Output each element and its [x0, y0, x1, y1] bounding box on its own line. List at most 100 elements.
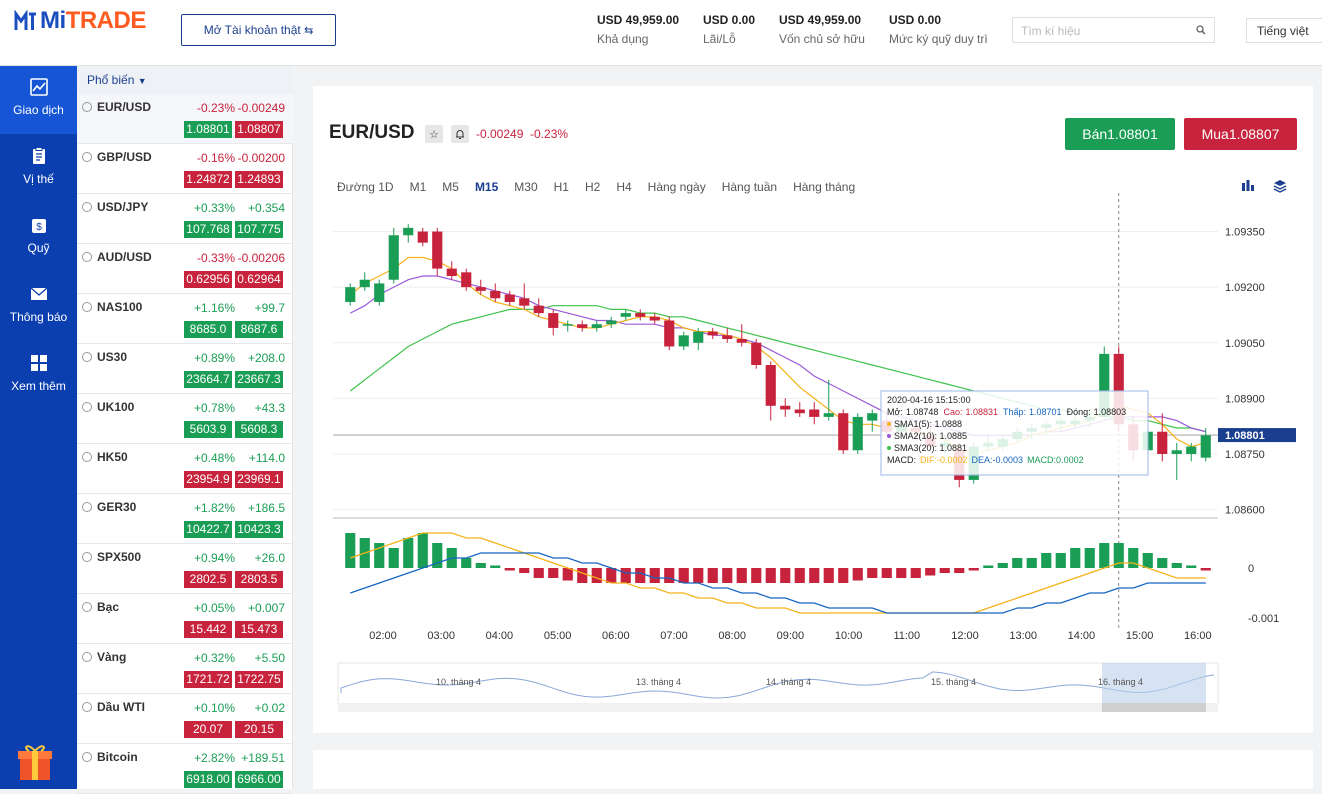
- select-radio[interactable]: [82, 352, 92, 362]
- buy-price[interactable]: 107.775: [235, 221, 283, 238]
- tooltip-time: 2020-04-16 15:15:00: [887, 395, 971, 405]
- timeframe-tab[interactable]: H2: [584, 180, 601, 194]
- select-radio[interactable]: [82, 102, 92, 112]
- buy-price[interactable]: 6966.00: [235, 771, 283, 788]
- select-radio[interactable]: [82, 602, 92, 612]
- tab-popular[interactable]: Phổ biến ▼: [77, 66, 293, 94]
- nav-positions[interactable]: Vị thế: [0, 135, 77, 203]
- sell-price[interactable]: 1.24872: [184, 171, 232, 188]
- navigator-date-label: 13. tháng 4: [636, 677, 681, 687]
- candle-body: [374, 283, 385, 302]
- buy-price[interactable]: 23969.1: [235, 471, 283, 488]
- select-radio[interactable]: [82, 152, 92, 162]
- nav-notifications[interactable]: Thông báo: [0, 273, 77, 341]
- watchlist-row[interactable]: HK50 +0.48% +114.0 23954.9 23969.1: [77, 444, 293, 494]
- sell-price[interactable]: 20.07: [184, 721, 232, 738]
- price-chart[interactable]: 1.09350 1.09200 1.09050 1.08900 1.08750 1.086…: [313, 193, 1313, 713]
- buy-price[interactable]: 1722.75: [235, 671, 283, 688]
- buy-price[interactable]: 5608.3: [235, 421, 283, 438]
- select-radio[interactable]: [82, 502, 92, 512]
- buy-price[interactable]: 0.62964: [235, 271, 283, 288]
- macd-bar: [751, 568, 762, 583]
- buy-button[interactable]: Mua1.08807: [1184, 118, 1297, 150]
- open-real-account-button[interactable]: Mở Tài khoản thật ⇆: [181, 14, 336, 46]
- sell-price[interactable]: 6918.00: [184, 771, 232, 788]
- macd-bar: [475, 563, 486, 568]
- layers-icon[interactable]: [1273, 179, 1287, 193]
- timeframe-tab[interactable]: Đường 1D: [337, 180, 394, 194]
- buy-price[interactable]: 15.473: [235, 621, 283, 638]
- profit-loss: USD 0.00 Lãi/Lỗ: [703, 13, 756, 46]
- price-tick-label: 1.08750: [1225, 449, 1265, 461]
- sell-price[interactable]: 107.768: [184, 221, 232, 238]
- buy-price[interactable]: 1.24893: [235, 171, 283, 188]
- timeframe-tab[interactable]: Hàng tháng: [793, 180, 856, 194]
- buy-price[interactable]: 10423.3: [235, 521, 283, 538]
- select-radio[interactable]: [82, 702, 92, 712]
- symbol-search-input[interactable]: Tìm kí hiệu: [1012, 17, 1215, 43]
- watchlist-row[interactable]: EUR/USD -0.23% -0.00249 1.08801 1.08807: [77, 94, 293, 144]
- buy-price[interactable]: 23667.3: [235, 371, 283, 388]
- candle-body: [591, 324, 602, 328]
- mitrade-logo[interactable]: MiTRADE: [14, 7, 146, 34]
- timeframe-tab[interactable]: Hàng tuần: [721, 180, 778, 194]
- time-tick-label: 15:00: [1126, 630, 1154, 642]
- star-icon[interactable]: ☆: [425, 125, 443, 143]
- sell-price[interactable]: 15.442: [184, 621, 232, 638]
- watchlist-row[interactable]: SPX500 +0.94% +26.0 2802.5 2803.5: [77, 544, 293, 594]
- watchlist-row[interactable]: Bạc +0.05% +0.007 15.442 15.473: [77, 594, 293, 644]
- watchlist-row[interactable]: Dầu WTI +0.10% +0.02 20.07 20.15: [77, 694, 293, 744]
- select-radio[interactable]: [82, 552, 92, 562]
- gift-icon[interactable]: [17, 742, 53, 782]
- nav-more[interactable]: Xem thêm: [0, 342, 77, 410]
- lower-panel: [313, 750, 1313, 789]
- sell-price[interactable]: 0.62956: [184, 271, 232, 288]
- chart-type-icon[interactable]: [1241, 179, 1255, 193]
- timeframe-tab[interactable]: M30: [514, 180, 538, 194]
- candle-body: [1113, 353, 1124, 425]
- watchlist-row[interactable]: Vàng +0.32% +5.50 1721.72 1722.75: [77, 644, 293, 694]
- timeframe-tab[interactable]: H4: [616, 180, 632, 194]
- select-radio[interactable]: [82, 652, 92, 662]
- timeframe-tab[interactable]: M5: [442, 180, 459, 194]
- macd-bar: [577, 568, 588, 583]
- sell-price[interactable]: 5603.9: [184, 421, 232, 438]
- nav-trade[interactable]: Giao dịch: [0, 66, 77, 134]
- candle-body: [620, 313, 631, 317]
- watchlist-row[interactable]: USD/JPY +0.33% +0.354 107.768 107.775: [77, 194, 293, 244]
- sell-price[interactable]: 23954.9: [184, 471, 232, 488]
- select-radio[interactable]: [82, 252, 92, 262]
- sell-price[interactable]: 10422.7: [184, 521, 232, 538]
- select-radio[interactable]: [82, 402, 92, 412]
- select-radio[interactable]: [82, 202, 92, 212]
- watchlist-row[interactable]: NAS100 +1.16% +99.7 8685.0 8687.6: [77, 294, 293, 344]
- buy-price[interactable]: 1.08807: [235, 121, 283, 138]
- sell-price[interactable]: 8685.0: [184, 321, 232, 338]
- bell-icon[interactable]: [451, 125, 469, 143]
- watchlist-row[interactable]: GBP/USD -0.16% -0.00200 1.24872 1.24893: [77, 144, 293, 194]
- watchlist-row[interactable]: US30 +0.89% +208.0 23664.7 23667.3: [77, 344, 293, 394]
- watchlist-row[interactable]: GER30 +1.82% +186.5 10422.7 10423.3: [77, 494, 293, 544]
- nav-funds[interactable]: $ Quỹ: [0, 204, 77, 272]
- language-select[interactable]: Tiếng việt: [1246, 18, 1322, 43]
- buy-price[interactable]: 2803.5: [235, 571, 283, 588]
- watchlist-row[interactable]: Bitcoin +2.82% +189.51 6918.00 6966.00: [77, 744, 293, 794]
- select-radio[interactable]: [82, 302, 92, 312]
- watchlist-row[interactable]: UK100 +0.78% +43.3 5603.9 5608.3: [77, 394, 293, 444]
- timeframe-tab[interactable]: M15: [474, 180, 499, 194]
- buy-price[interactable]: 8687.6: [235, 321, 283, 338]
- sell-price[interactable]: 23664.7: [184, 371, 232, 388]
- sell-price[interactable]: 2802.5: [184, 571, 232, 588]
- search-icon[interactable]: [1196, 25, 1206, 35]
- timeframe-tab[interactable]: M1: [409, 180, 427, 194]
- buy-price[interactable]: 20.15: [235, 721, 283, 738]
- sell-button[interactable]: Bán1.08801: [1065, 118, 1175, 150]
- watchlist-row[interactable]: AUD/USD -0.33% -0.00206 0.62956 0.62964: [77, 244, 293, 294]
- sell-price[interactable]: 1.08801: [184, 121, 232, 138]
- timeframe-tab[interactable]: Hàng ngày: [647, 180, 706, 194]
- timeframe-tab[interactable]: H1: [553, 180, 569, 194]
- select-radio[interactable]: [82, 752, 92, 762]
- macd-bar: [693, 568, 704, 583]
- sell-price[interactable]: 1721.72: [184, 671, 232, 688]
- select-radio[interactable]: [82, 452, 92, 462]
